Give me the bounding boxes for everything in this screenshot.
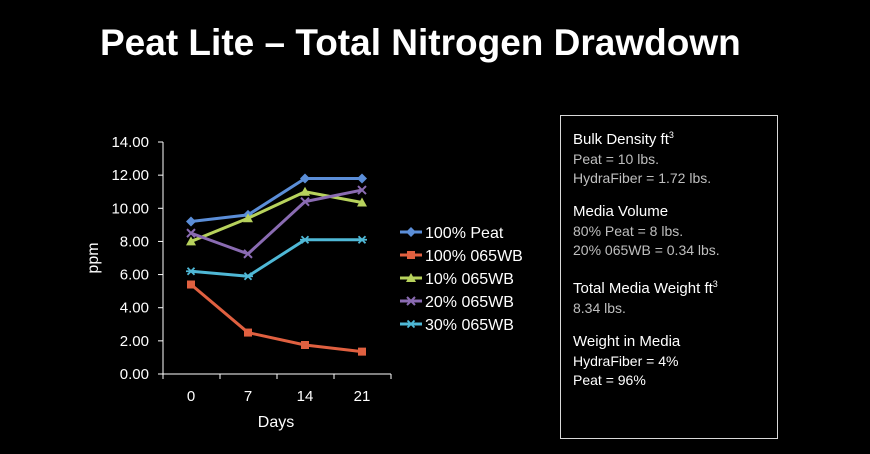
legend-label-5: 30% 065WB bbox=[425, 317, 514, 334]
data-point bbox=[300, 186, 310, 196]
info-box: Bulk Density ft3 Peat = 10 lbs. HydraFib… bbox=[560, 115, 778, 439]
data-point bbox=[357, 197, 367, 207]
y-tick-label: 8.00 bbox=[120, 233, 149, 250]
legend-label-1: 100% Peat bbox=[425, 225, 504, 242]
legend-label-2: 100% 065WB bbox=[425, 248, 523, 265]
data-point bbox=[300, 196, 310, 207]
y-tick-label: 6.00 bbox=[120, 267, 149, 284]
legend-label-3: 10% 065WB bbox=[425, 271, 514, 288]
slide-title: Peat Lite – Total Nitrogen Drawdown bbox=[100, 22, 741, 63]
y-tick-label: 12.00 bbox=[111, 167, 149, 184]
data-point bbox=[186, 216, 196, 227]
data-point bbox=[357, 235, 367, 244]
total-weight-section: Total Media Weight ft3 8.34 lbs. bbox=[573, 274, 765, 318]
weight-in-media-hydrafiber: HydraFiber = 4% bbox=[573, 353, 679, 369]
media-volume-065wb: 20% 065WB = 0.34 lbs. bbox=[573, 242, 720, 258]
total-weight-heading: Total Media Weight ft3 bbox=[573, 279, 718, 297]
legend-marker-2 bbox=[407, 251, 415, 259]
weight-in-media-section: Weight in Media HydraFiber = 4% Peat = 9… bbox=[573, 332, 765, 390]
legend-label-4: 20% 065WB bbox=[425, 294, 514, 311]
series-line-1 bbox=[190, 176, 362, 224]
series-line-3 bbox=[190, 190, 363, 243]
data-point bbox=[186, 228, 196, 238]
series-line-5 bbox=[190, 238, 362, 278]
media-volume-heading: Media Volume bbox=[573, 203, 669, 220]
weight-in-media-heading: Weight in Media bbox=[573, 333, 681, 350]
data-point bbox=[357, 173, 367, 184]
weight-in-media-peat: Peat = 96% bbox=[573, 372, 646, 388]
y-tick-label: 2.00 bbox=[120, 333, 149, 350]
data-point bbox=[186, 267, 196, 276]
bulk-density-section: Bulk Density ft3 Peat = 10 lbs. HydraFib… bbox=[573, 125, 765, 188]
bulk-density-hydrafiber: HydraFiber = 1.72 lbs. bbox=[573, 170, 712, 186]
data-point bbox=[357, 185, 367, 195]
data-point bbox=[186, 236, 196, 246]
x-tick-label: 0 bbox=[187, 388, 195, 405]
data-point bbox=[243, 272, 253, 281]
x-tick-label: 14 bbox=[297, 388, 314, 405]
data-point bbox=[187, 280, 195, 289]
legend-marker-1 bbox=[406, 227, 416, 237]
legend-marker-4 bbox=[406, 296, 416, 306]
data-point bbox=[300, 235, 310, 244]
legend-marker-5 bbox=[406, 319, 416, 329]
y-tick-label: 4.00 bbox=[120, 300, 149, 317]
data-point bbox=[301, 341, 309, 349]
bulk-density-peat: Peat = 10 lbs. bbox=[573, 151, 660, 167]
data-point bbox=[244, 328, 252, 337]
media-volume-section: Media Volume 80% Peat = 8 lbs. 20% 065WB… bbox=[573, 202, 765, 260]
bulk-density-heading: Bulk Density ft3 bbox=[573, 130, 674, 148]
line-chart: 0.00 2.00 4.00 6.00 8.00 10.00 12.00 14.00 0 7 14 2… bbox=[85, 134, 523, 431]
data-point bbox=[358, 347, 366, 356]
data-point bbox=[300, 173, 310, 184]
x-tick-label: 7 bbox=[244, 388, 252, 405]
x-axis-title: Days bbox=[258, 414, 294, 431]
total-weight-value: 8.34 lbs. bbox=[573, 300, 626, 316]
legend-marker-3 bbox=[406, 273, 416, 282]
y-tick-label: 0.00 bbox=[120, 366, 149, 383]
series-line-2 bbox=[190, 283, 363, 354]
data-point bbox=[243, 213, 253, 223]
x-tick-label: 21 bbox=[354, 388, 371, 405]
y-axis-title: ppm bbox=[85, 242, 102, 273]
data-point bbox=[243, 249, 253, 259]
y-tick-label: 14.00 bbox=[111, 134, 149, 151]
y-tick-label: 10.00 bbox=[111, 200, 149, 217]
media-volume-peat: 80% Peat = 8 lbs. bbox=[573, 223, 684, 239]
series-line-4 bbox=[190, 188, 363, 256]
